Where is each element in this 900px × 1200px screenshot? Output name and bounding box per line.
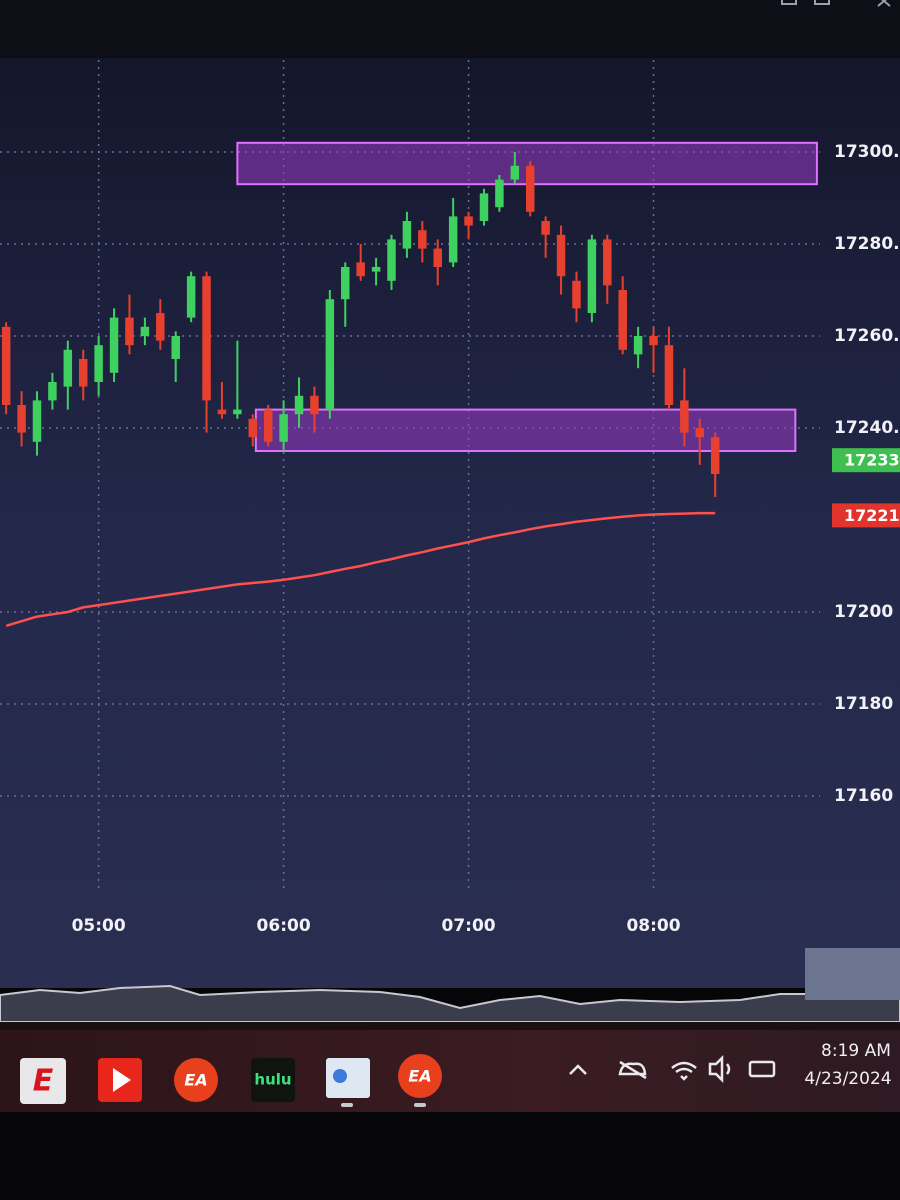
candle-body	[217, 409, 227, 415]
volume-icon[interactable]	[708, 1054, 731, 1084]
candle-body	[248, 418, 258, 438]
y-tick-label: 17180	[834, 694, 893, 714]
candle-body	[495, 179, 504, 208]
candle-body	[171, 336, 180, 359]
candle-body	[695, 428, 705, 438]
candle-body	[125, 317, 134, 346]
cloud-icon[interactable]	[618, 1060, 647, 1080]
candle-body	[63, 349, 73, 387]
price-tag-label: 17233.	[844, 451, 900, 470]
candle-body	[418, 230, 427, 249]
candle-body	[587, 239, 597, 313]
x-tick-label: 05:00	[72, 916, 126, 936]
window-top	[0, 0, 900, 62]
system-tray	[569, 1054, 776, 1084]
running-dot	[414, 1103, 426, 1107]
hulu-icon[interactable]	[251, 1058, 295, 1102]
candle-body	[572, 280, 581, 309]
candle-body	[479, 193, 489, 221]
ea-label: EA	[184, 1071, 207, 1090]
zone	[254, 408, 797, 453]
play-glyph	[113, 1068, 131, 1092]
candle-body	[140, 326, 150, 336]
candle-body	[603, 239, 612, 286]
candle-body	[48, 382, 57, 401]
battery-icon[interactable]	[748, 1060, 776, 1078]
taskbar-apps: E EA hulu EA	[20, 1054, 442, 1107]
candle-body	[186, 276, 196, 318]
candle-body	[448, 216, 458, 263]
tray-expand[interactable]	[569, 1064, 587, 1075]
app-glyph	[333, 1069, 347, 1083]
candle-body	[310, 395, 319, 415]
navigator-handle[interactable]	[805, 948, 900, 1000]
y-tick-label: 17300.0	[834, 142, 900, 162]
candle-body	[263, 409, 273, 442]
candle-body	[17, 405, 26, 433]
chart-area	[0, 58, 900, 988]
candle-body	[649, 336, 658, 346]
x-tick-label: 08:00	[626, 916, 680, 936]
candle-body	[233, 409, 242, 415]
candle-body	[556, 234, 566, 277]
y-tick-label: 17240.0	[834, 418, 900, 438]
candle-body	[356, 262, 365, 277]
axes: 17300.0 17280.0 17260.0 17240.0 17200 17180 17…	[72, 142, 900, 936]
candle-body	[1, 326, 11, 405]
running-dot	[341, 1103, 353, 1107]
price-tag	[832, 503, 900, 528]
candle-body	[371, 267, 381, 272]
candle-body	[325, 299, 335, 410]
clock-date[interactable]: 4/23/2024	[804, 1069, 891, 1089]
candle-body	[710, 437, 720, 474]
candle-body	[279, 414, 288, 442]
clock-time[interactable]: 8:19 AM	[821, 1041, 891, 1061]
candle-body	[94, 345, 103, 382]
candle-body	[510, 165, 520, 180]
moving-average	[5, 511, 716, 627]
x-tick-label: 06:00	[257, 916, 311, 936]
y-tick-label: 17200	[834, 602, 893, 622]
app-icon[interactable]	[326, 1058, 370, 1098]
ea-icon[interactable]	[174, 1058, 218, 1102]
candle-body	[341, 267, 350, 300]
candle-body	[664, 345, 674, 405]
price-tag-label: 17221	[844, 506, 900, 525]
hulu-label: hulu	[254, 1071, 291, 1089]
y-tick-label: 17160	[834, 786, 893, 806]
candle-body	[680, 400, 689, 433]
candle-body	[402, 221, 412, 249]
separator	[0, 1022, 900, 1030]
x-tick-label: 07:00	[442, 916, 496, 936]
espn-label: E	[33, 1064, 54, 1099]
price-tag	[832, 448, 900, 473]
candle-body	[464, 216, 473, 226]
plot	[0, 60, 820, 892]
ea-label-2: EA	[408, 1067, 431, 1086]
candle-body	[618, 290, 627, 350]
candle-body	[433, 248, 442, 267]
window-controls[interactable]	[781, 0, 891, 7]
y-tick-label: 17260.0	[834, 326, 900, 346]
ea-icon-2[interactable]	[398, 1054, 442, 1098]
candle-body	[109, 317, 119, 373]
candle-body	[78, 359, 88, 387]
candle-body	[32, 400, 42, 442]
candle-body	[525, 165, 535, 212]
candle-body	[202, 276, 211, 401]
candle-body	[294, 395, 304, 415]
candle-body	[541, 221, 550, 235]
candle-body	[156, 313, 165, 341]
y-tick-label: 17280.0	[834, 234, 900, 254]
espn-icon[interactable]	[20, 1058, 66, 1104]
candle-body	[387, 239, 396, 281]
wifi-icon[interactable]	[671, 1061, 697, 1081]
candle-body	[633, 336, 643, 355]
